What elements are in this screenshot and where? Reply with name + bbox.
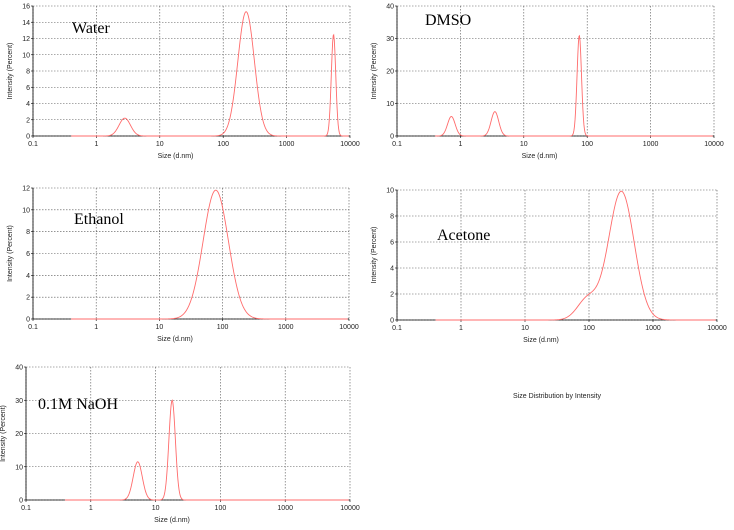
x-axis-label: Size (d.nm): [157, 336, 193, 343]
x-tick-label: 10000: [340, 141, 360, 148]
x-tick-label: 100: [217, 141, 229, 148]
panel-label: Water: [72, 20, 110, 37]
chart-panel-3: 0.1 1 10 100 1000 10000 0 2 4 6 8 10 12 Size (d.nm) In…: [7, 186, 359, 344]
y-tick-label: 10: [22, 52, 30, 59]
y-tick-label: 2: [390, 292, 394, 299]
x-tick-label: 0.1: [392, 325, 402, 332]
chart-panel-2: 0.1 1 10 100 1000 10000 0 10 20 30 40 Size (d.nm) In…: [371, 4, 724, 161]
y-tick-label: 20: [15, 431, 23, 438]
x-tick-label: 1: [94, 141, 98, 148]
y-tick-label: 2: [26, 295, 30, 302]
series-line: [71, 11, 349, 137]
y-tick-label: 0: [390, 318, 394, 325]
x-tick-label: 10000: [704, 141, 724, 148]
x-tick-label: 0.1: [21, 505, 31, 512]
y-axis-label: Intensity (Percent): [371, 227, 378, 284]
y-tick-label: 10: [15, 464, 23, 471]
x-tick-label: 10000: [340, 505, 360, 512]
y-axis-label: Intensity (Percent): [0, 405, 7, 462]
y-tick-label: 4: [26, 101, 30, 108]
x-tick-label: 10: [156, 141, 164, 148]
y-tick-label: 8: [26, 69, 30, 76]
panel-label: Acetone: [437, 227, 490, 244]
x-tick-label: 0.1: [392, 141, 402, 148]
y-tick-label: 40: [386, 4, 394, 11]
series-line: [65, 399, 349, 501]
panel-label: 0.1M NaOH: [38, 396, 118, 413]
x-tick-label: 1: [459, 325, 463, 332]
y-tick-label: 30: [15, 398, 23, 405]
x-tick-label: 10000: [339, 324, 359, 331]
y-tick-label: 0: [19, 498, 23, 505]
y-tick-label: 4: [390, 266, 394, 273]
y-tick-label: 4: [26, 273, 30, 280]
chart-panel-1: 0.1 1 10 100 1000 10000 0 2 4 6 8 10 12 14 16 Size (d.n…: [7, 4, 360, 161]
y-tick-label: 6: [390, 240, 394, 247]
series-line: [71, 189, 348, 320]
y-tick-label: 12: [22, 186, 30, 193]
x-tick-label: 10: [521, 325, 529, 332]
y-tick-label: 12: [22, 36, 30, 43]
x-axis-label: Size (d.nm): [522, 153, 558, 160]
x-axis-label: Size (d.nm): [154, 517, 190, 524]
y-tick-label: 10: [386, 101, 394, 108]
y-tick-label: 8: [26, 229, 30, 236]
x-tick-label: 10: [152, 505, 160, 512]
x-tick-label: 100: [581, 141, 593, 148]
panel-label: DMSO: [425, 12, 471, 29]
x-tick-label: 10000: [707, 325, 727, 332]
y-tick-label: 0: [26, 317, 30, 324]
series-line: [435, 190, 716, 321]
x-tick-label: 100: [215, 505, 227, 512]
x-tick-label: 1: [89, 505, 93, 512]
y-tick-label: 2: [26, 117, 30, 124]
y-tick-label: 20: [386, 69, 394, 76]
y-axis-label: Intensity (Percent): [371, 43, 378, 100]
y-tick-label: 40: [15, 365, 23, 372]
x-tick-label: 1000: [278, 324, 294, 331]
x-tick-label: 1000: [643, 141, 659, 148]
y-axis-label: Intensity (Percent): [7, 43, 14, 100]
y-tick-label: 0: [26, 134, 30, 141]
chart-panel-5: 0.1 1 10 100 1000 10000 0 10 20 30 40 Size (d.nm) In…: [0, 365, 360, 525]
x-tick-label: 1: [94, 324, 98, 331]
x-tick-label: 1000: [645, 325, 661, 332]
y-tick-label: 14: [22, 20, 30, 27]
x-tick-label: 0.1: [28, 324, 38, 331]
chart-panel-4: 0.1 1 10 100 1000 10000 0 2 4 6 8 10 Size (d.nm) Inte…: [371, 188, 727, 345]
y-tick-label: 10: [386, 188, 394, 195]
y-axis-label: Intensity (Percent): [7, 225, 14, 282]
panel-label: Ethanol: [74, 211, 124, 228]
x-tick-label: 10: [520, 141, 528, 148]
y-tick-label: 10: [22, 207, 30, 214]
y-tick-label: 8: [390, 214, 394, 221]
x-tick-label: 1000: [279, 141, 295, 148]
x-tick-label: 0.1: [28, 141, 38, 148]
y-tick-label: 6: [26, 85, 30, 92]
x-tick-label: 100: [583, 325, 595, 332]
series-line: [435, 34, 713, 137]
y-tick-label: 6: [26, 251, 30, 258]
x-tick-label: 100: [217, 324, 229, 331]
x-tick-label: 1000: [277, 505, 293, 512]
x-axis-label: Size (d.nm): [523, 337, 559, 344]
figure-caption: Size Distribution by Intensity: [513, 393, 601, 400]
x-tick-label: 1: [458, 141, 462, 148]
y-tick-label: 0: [390, 134, 394, 141]
x-tick-label: 10: [156, 324, 164, 331]
x-axis-label: Size (d.nm): [158, 153, 194, 160]
y-tick-label: 30: [386, 36, 394, 43]
y-tick-label: 16: [22, 4, 30, 11]
